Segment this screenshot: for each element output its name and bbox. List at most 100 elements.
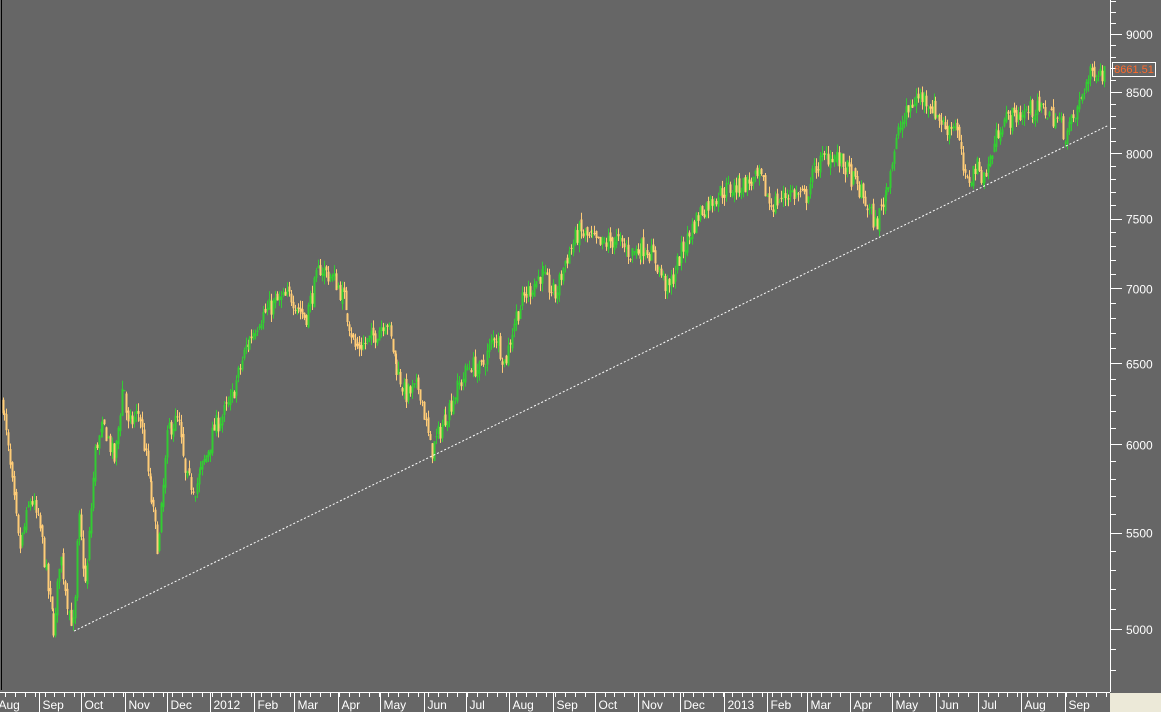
candle-body: [1072, 114, 1075, 119]
candle-body: [284, 291, 287, 296]
candle-body: [907, 105, 910, 113]
candle-body: [1038, 96, 1041, 111]
candle-body: [119, 415, 122, 432]
candle-body: [333, 273, 336, 277]
candle-body: [970, 182, 973, 186]
candle-body: [348, 324, 351, 331]
candle-body: [92, 477, 95, 509]
candle-body: [427, 417, 430, 434]
candle-body: [329, 277, 332, 279]
candle-body: [280, 296, 283, 301]
candle-body: [229, 395, 232, 406]
candle-body: [991, 155, 994, 160]
candle-body: [825, 153, 828, 156]
candle-body: [554, 284, 557, 299]
candle-body: [476, 370, 479, 378]
candle-body: [1050, 108, 1053, 110]
candle-body: [235, 380, 238, 396]
candle-body: [499, 336, 502, 360]
candle-body: [731, 192, 734, 197]
candle-body: [282, 292, 285, 296]
candle-body: [952, 126, 955, 129]
candle-body: [993, 143, 996, 153]
x-tick-label: Jun: [940, 698, 959, 712]
candle-body: [456, 380, 459, 402]
candle-body: [591, 234, 594, 236]
candle-body: [964, 169, 967, 173]
candle-body: [1056, 117, 1059, 119]
candle-body: [1070, 115, 1073, 125]
candle-body: [674, 273, 677, 282]
candle-body: [380, 326, 383, 332]
candle-body: [133, 416, 136, 423]
candle-body: [354, 338, 357, 347]
candle-body: [605, 242, 608, 247]
candle-body: [199, 466, 202, 470]
candle-body: [611, 237, 614, 248]
candle-body: [860, 184, 863, 199]
candle-body: [245, 345, 248, 350]
candle-body: [94, 446, 97, 482]
candle-body: [740, 190, 743, 195]
candle-body: [774, 196, 777, 214]
candle-body: [190, 477, 193, 491]
candle-body: [889, 171, 892, 188]
candle-body: [756, 167, 759, 177]
candle-body: [147, 450, 150, 472]
candle-body: [368, 335, 371, 338]
candle-body: [490, 339, 493, 345]
candle-body: [1064, 142, 1067, 144]
candle-body: [1036, 100, 1039, 115]
candle-body: [341, 288, 344, 304]
candle-body: [823, 153, 826, 155]
candle-body: [488, 344, 491, 352]
candle-body: [109, 435, 112, 453]
candle-body: [135, 410, 138, 414]
candle-body: [793, 189, 796, 200]
candle-body: [331, 274, 334, 281]
candle-body: [1103, 66, 1106, 83]
candle-body: [84, 565, 87, 582]
candle-body: [419, 389, 422, 401]
candle-body: [721, 188, 724, 198]
candle-body: [493, 338, 496, 341]
candle-body: [1044, 106, 1047, 116]
candle-body: [836, 152, 839, 161]
candle-body: [188, 468, 191, 474]
candle-body: [846, 160, 849, 173]
candle-body: [831, 158, 834, 163]
x-tick-label: Nov: [129, 698, 150, 712]
candle-body: [270, 300, 273, 315]
candle-body: [560, 273, 563, 280]
candle-body: [972, 165, 975, 187]
candle-body: [558, 274, 561, 296]
candle-body: [533, 283, 536, 297]
candle-body: [141, 419, 144, 428]
candle-body: [809, 183, 812, 195]
candle-body: [462, 378, 465, 383]
candle-body: [919, 94, 922, 99]
candle-body: [460, 382, 463, 387]
candle-body: [1060, 118, 1063, 121]
candle-body: [723, 194, 726, 199]
candle-body: [198, 473, 201, 485]
candle-body: [107, 437, 110, 439]
candle-body: [619, 236, 622, 240]
candle-body: [3, 413, 6, 415]
x-axis: Aug Sep Oct Nov Dec 2012 Feb Mar Apr May Jun Jul Aug…: [0, 692, 1110, 712]
candle-body: [299, 307, 302, 312]
candle-body: [260, 323, 263, 329]
candle-body: [1011, 107, 1014, 132]
candle-body: [180, 421, 183, 438]
candle-body: [950, 127, 953, 129]
candle-body: [52, 613, 55, 636]
candle-body: [254, 333, 257, 337]
candle-body: [686, 233, 689, 253]
x-tick-label: Jul: [982, 698, 997, 712]
candle-body: [309, 295, 312, 307]
candle-body: [23, 526, 26, 533]
y-tick-label: 6500: [1126, 357, 1153, 371]
candle-body: [425, 419, 428, 421]
candle-body: [582, 233, 585, 237]
candle-body: [1007, 111, 1010, 114]
